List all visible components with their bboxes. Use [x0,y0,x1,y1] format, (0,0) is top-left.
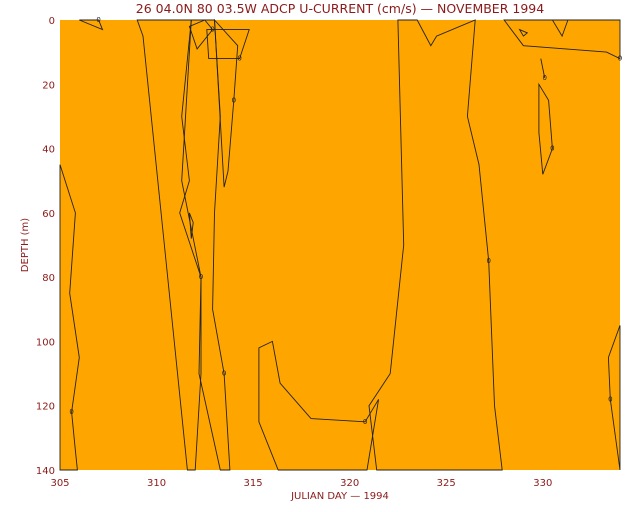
contour-label: 0 [210,26,214,34]
x-tick-label: 310 [147,478,166,489]
x-tick-label: 315 [244,478,263,489]
band-region-7 [368,19,503,471]
plot-background [60,20,620,470]
band-region-11 [607,325,621,471]
band-region-9 [538,82,553,175]
x-axis-label: JULIAN DAY — 1994 [290,491,389,502]
band-region-8 [503,19,621,60]
contour-label: 0 [69,408,73,416]
y-tick-label: 120 [36,402,55,413]
y-tick-label: 100 [36,337,55,348]
band-region-1 [79,19,104,31]
core-region-14 [551,19,569,38]
band-region-4 [213,18,239,188]
contour-labels: 0 0 0 0 0 0 0 0 0 0 0 0 0 [69,16,622,426]
y-tick-label: 140 [36,466,55,477]
band-region-10 [540,58,546,78]
x-tick-label: 305 [50,478,69,489]
x-tick-label: 325 [437,478,456,489]
y-tick-label: 40 [42,145,55,156]
core-region-15 [518,28,529,37]
y-axis-label: DEPTH (m) [20,218,31,272]
contour-label: 0 [363,418,367,426]
contour-label: 0 [608,395,612,403]
core-region-12 [188,19,214,50]
x-axis-ticks: 305 310 315 320 325 330 [50,478,552,489]
contour-label: 0 [542,74,546,82]
band-region-0 [59,164,80,471]
core-region-13 [188,212,194,239]
contour-label: 0 [550,145,554,153]
y-tick-label: 20 [42,80,55,91]
contour-label: 0 [618,55,622,63]
y-tick-label: 60 [42,209,55,220]
plot-area: 0 0 0 0 0 0 0 0 0 0 0 0 0 [59,16,622,471]
band-region-6 [258,340,380,471]
y-tick-label: 0 [49,16,55,27]
x-tick-label: 330 [533,478,552,489]
chart-title: 26 04.0N 80 03.5W ADCP U-CURRENT (cm/s) … [136,1,544,16]
y-tick-label: 80 [42,273,55,284]
contour-label: 0 [199,273,203,281]
contour-label: 0 [237,55,241,63]
x-tick-label: 320 [340,478,359,489]
contour-bands [59,18,621,471]
contour-label: 0 [222,370,226,378]
contour-label: 0 [96,16,100,24]
band-region-5 [206,29,250,60]
contour-label: 0 [486,257,490,265]
contour-label: 0 [232,96,236,104]
y-axis-ticks: 0 20 40 60 80 100 120 140 [36,16,55,477]
